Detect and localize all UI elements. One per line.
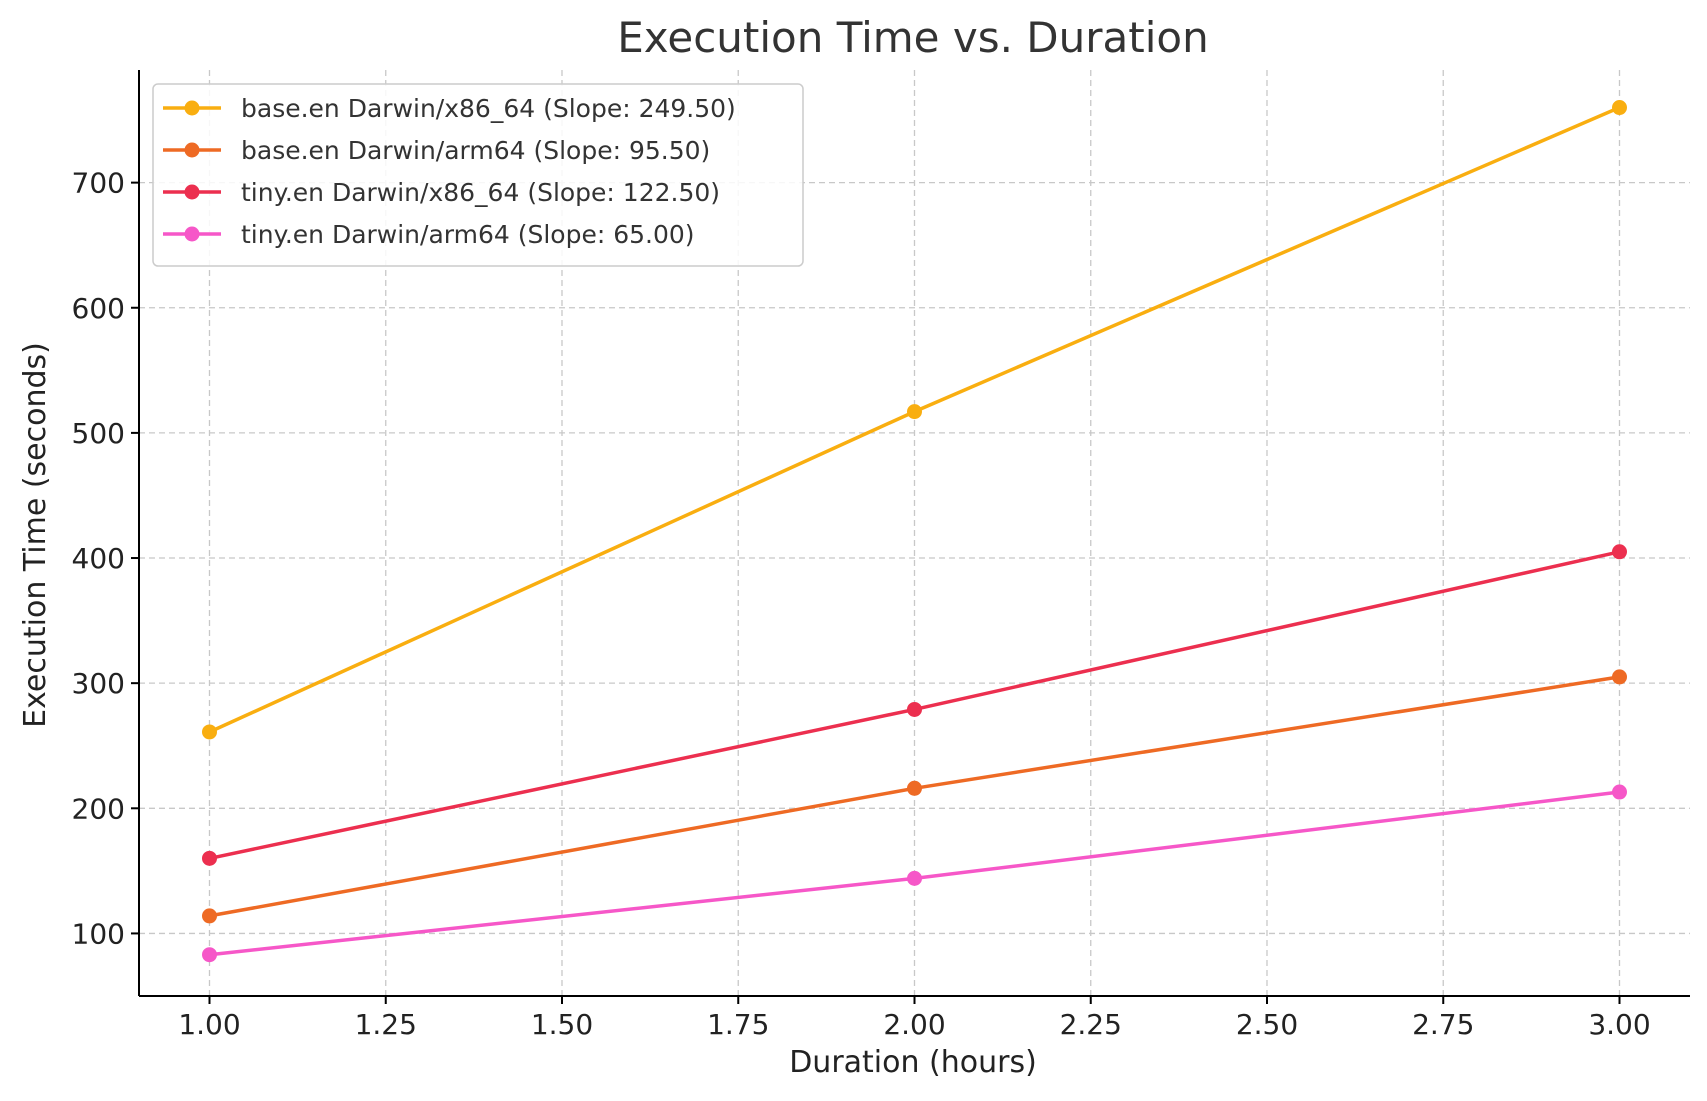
- data-point: [1612, 100, 1627, 116]
- data-point: [1612, 784, 1627, 800]
- legend-label: base.en Darwin/arm64 (Slope: 95.50): [241, 136, 710, 165]
- series-4: [202, 784, 1627, 963]
- x-tick-label: 2.25: [1060, 1008, 1122, 1041]
- y-axis-label: Execution Time (seconds): [18, 342, 53, 728]
- chart-title: Execution Time vs. Duration: [617, 13, 1208, 62]
- x-tick-label: 1.00: [178, 1008, 240, 1041]
- tick-labels: 1.00 1.25 1.50 1.75 2.00 2.25 2.50 2.75 3.00 100 2…: [72, 167, 1651, 1041]
- y-tick-label: 600: [72, 292, 125, 325]
- y-tick-label: 100: [72, 917, 125, 950]
- data-point: [907, 701, 922, 717]
- data-point: [907, 870, 922, 886]
- x-axis-label: Duration (hours): [789, 1045, 1037, 1080]
- data-point: [202, 724, 217, 740]
- y-tick-label: 300: [72, 667, 125, 700]
- legend-entry: base.en Darwin/x86_64 (Slope: 249.50): [163, 94, 736, 123]
- x-tick-label: 1.75: [707, 1008, 769, 1041]
- axes: [131, 70, 1690, 1004]
- data-point: [202, 908, 217, 924]
- y-tick-label: 400: [72, 542, 125, 575]
- legend-label: tiny.en Darwin/x86_64 (Slope: 122.50): [241, 178, 720, 207]
- y-tick-label: 500: [72, 417, 125, 450]
- x-tick-label: 2.50: [1236, 1008, 1298, 1041]
- data-point: [1612, 544, 1627, 560]
- x-tick-label: 2.75: [1412, 1008, 1474, 1041]
- legend: base.en Darwin/x86_64 (Slope: 249.50) bas…: [152, 83, 804, 267]
- legend-entry: base.en Darwin/arm64 (Slope: 95.50): [163, 136, 710, 165]
- x-tick-label: 3.00: [1588, 1008, 1650, 1041]
- legend-label: base.en Darwin/x86_64 (Slope: 249.50): [241, 94, 736, 123]
- legend-box: [152, 83, 804, 267]
- x-tick-label: 2.00: [883, 1008, 945, 1041]
- y-tick-label: 700: [72, 167, 125, 200]
- legend-swatch-marker: [184, 184, 200, 200]
- legend-entry: tiny.en Darwin/x86_64 (Slope: 122.50): [163, 178, 720, 207]
- legend-label: tiny.en Darwin/arm64 (Slope: 65.00): [241, 220, 695, 249]
- data-point: [907, 780, 922, 796]
- data-point: [907, 404, 922, 420]
- data-point: [1612, 669, 1627, 685]
- series-2: [202, 669, 1627, 924]
- series-3: [202, 544, 1627, 866]
- legend-swatch-marker: [184, 142, 200, 158]
- y-tick-label: 200: [72, 792, 125, 825]
- data-point: [202, 947, 217, 963]
- series-1: [202, 100, 1627, 740]
- legend-entry: tiny.en Darwin/arm64 (Slope: 65.00): [163, 220, 695, 249]
- data-point: [202, 850, 217, 866]
- x-tick-label: 1.50: [531, 1008, 593, 1041]
- legend-swatch-marker: [184, 226, 200, 242]
- legend-swatch-marker: [184, 100, 200, 116]
- x-tick-label: 1.25: [355, 1008, 417, 1041]
- series-layer: [202, 100, 1627, 963]
